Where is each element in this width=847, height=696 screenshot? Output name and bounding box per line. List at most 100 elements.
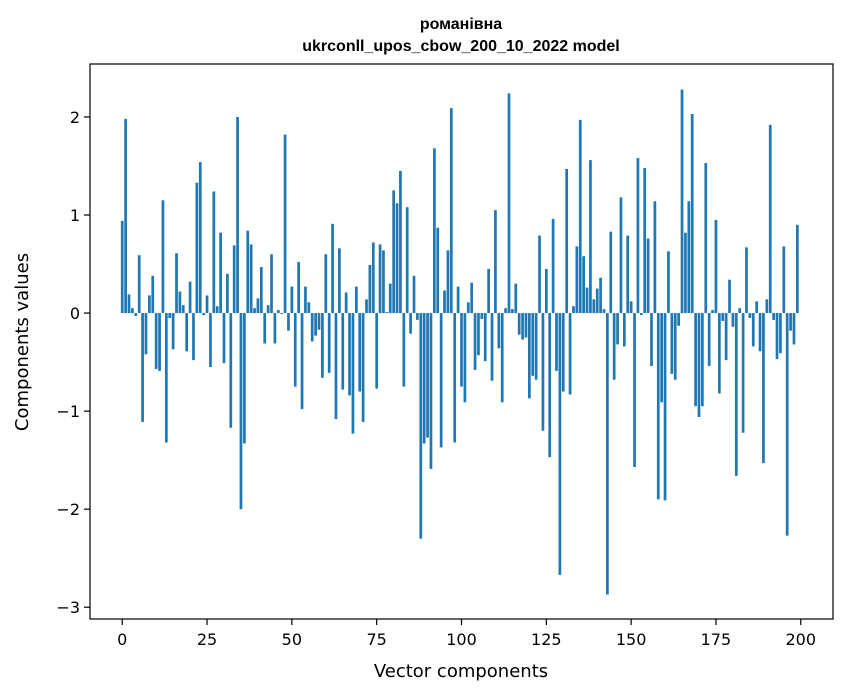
bar-7	[144, 313, 148, 355]
bar-148	[622, 313, 626, 347]
bar-23	[198, 162, 202, 314]
bar-197	[789, 313, 792, 331]
y-tick-label: −1	[56, 402, 80, 421]
bar-137	[585, 287, 589, 314]
bar-172	[704, 163, 708, 314]
bar-116	[514, 283, 518, 314]
bar-31	[226, 273, 229, 314]
bar-199	[796, 224, 799, 314]
bar-71	[361, 313, 365, 422]
bar-51	[293, 313, 297, 387]
bar-176	[717, 313, 721, 394]
bar-175	[714, 219, 718, 314]
bar-162	[670, 313, 674, 374]
x-tick-label: 0	[117, 630, 127, 649]
bar-47	[280, 313, 284, 315]
bar-66	[344, 292, 348, 314]
bar-14	[168, 313, 172, 318]
bar-5	[137, 255, 141, 314]
bar-88	[419, 313, 423, 539]
bar-30	[222, 313, 226, 364]
bar-168	[690, 114, 694, 314]
bar-64	[338, 248, 341, 314]
bar-149	[626, 235, 630, 314]
bar-174	[711, 310, 714, 314]
bar-44	[270, 254, 273, 314]
bar-182	[738, 308, 742, 314]
bars-group	[120, 89, 799, 595]
bar-34	[236, 116, 239, 314]
bar-42	[263, 313, 267, 344]
bar-120	[528, 313, 531, 399]
x-tick-label: 150	[616, 630, 647, 649]
bar-132	[568, 313, 572, 395]
bar-0	[120, 220, 124, 314]
bar-62	[331, 223, 334, 314]
bar-96	[446, 250, 450, 314]
y-tick-label: −2	[56, 500, 80, 519]
bar-123	[538, 235, 541, 314]
bar-76	[378, 244, 382, 314]
bar-158	[656, 313, 660, 500]
chart-title: романівна	[420, 16, 502, 33]
bar-111	[497, 313, 501, 349]
bar-152	[636, 158, 640, 314]
bar-154	[643, 167, 647, 314]
bar-155	[646, 238, 650, 314]
x-tick-label: 175	[701, 630, 732, 649]
bar-139	[592, 299, 596, 314]
bar-145	[612, 313, 616, 380]
bar-80	[392, 190, 395, 314]
bar-127	[551, 218, 555, 314]
bar-6	[141, 313, 144, 422]
bar-135	[578, 119, 582, 314]
x-tick-label: 100	[446, 630, 477, 649]
bar-59	[321, 313, 324, 378]
bar-86	[412, 275, 416, 314]
bar-171	[701, 313, 704, 407]
bar-113	[504, 308, 507, 314]
bar-178	[724, 313, 728, 361]
bar-159	[660, 313, 664, 403]
bar-82	[399, 170, 402, 314]
bar-1	[124, 118, 127, 314]
bar-179	[728, 279, 731, 314]
bar-128	[555, 313, 558, 371]
bar-125	[544, 268, 548, 314]
bar-83	[402, 313, 406, 387]
x-tick-label: 50	[282, 630, 302, 649]
bar-104	[473, 313, 477, 370]
bar-146	[616, 313, 619, 345]
bar-39	[253, 308, 256, 314]
bar-67	[348, 313, 351, 396]
bar-20	[188, 281, 192, 314]
bar-8	[148, 295, 151, 314]
bar-177	[721, 313, 725, 321]
bar-108	[487, 268, 490, 314]
bar-100	[460, 313, 463, 387]
bar-109	[490, 313, 494, 381]
bar-72	[365, 299, 368, 314]
bar-143	[606, 313, 609, 595]
bar-186	[751, 313, 755, 347]
bar-141	[599, 277, 602, 314]
bar-25	[205, 295, 209, 314]
bar-46	[276, 310, 280, 314]
bar-126	[548, 313, 552, 458]
bar-110	[494, 210, 497, 314]
y-tick-label: 1	[70, 206, 80, 225]
bar-40	[256, 298, 260, 314]
bar-98	[453, 313, 457, 443]
bar-38	[249, 244, 253, 314]
bar-53	[300, 313, 304, 410]
bar-32	[229, 313, 233, 428]
bar-163	[673, 313, 677, 380]
bar-119	[524, 313, 528, 338]
bar-183	[741, 313, 745, 433]
bar-91	[429, 313, 433, 469]
bar-41	[259, 266, 263, 314]
bar-167	[687, 201, 691, 314]
bar-112	[500, 313, 504, 403]
bar-195	[782, 246, 786, 314]
